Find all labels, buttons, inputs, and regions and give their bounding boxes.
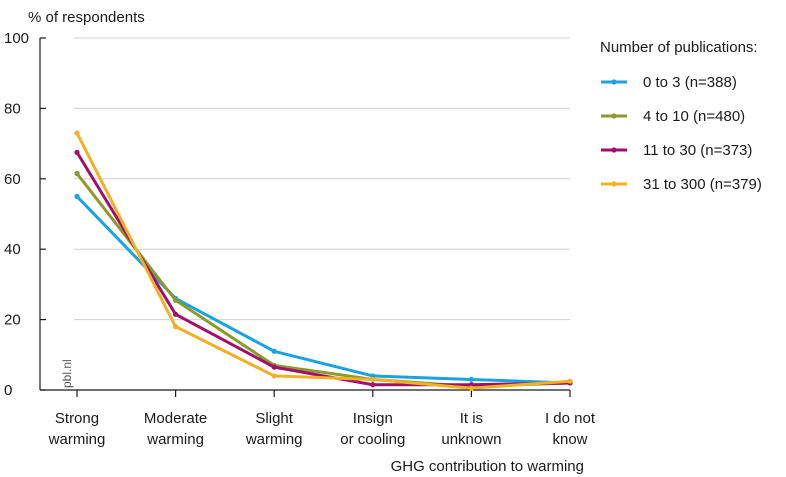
legend-entry-label: 4 to 10 (n=480) <box>643 108 745 125</box>
legend-marker <box>611 181 617 187</box>
legend-marker <box>611 113 617 119</box>
gridlines <box>74 37 570 321</box>
x-tick-label: Insign or cooling <box>340 410 405 448</box>
y-tick-label: 40 <box>4 241 21 258</box>
series-lines <box>74 130 573 391</box>
legend-marker <box>611 79 617 85</box>
data-point <box>74 149 80 155</box>
legend: Number of publications: 0 to 3 (n=388) 4 t… <box>600 39 762 193</box>
legend-entry-label: 31 to 300 (n=379) <box>643 176 762 193</box>
data-point <box>74 193 80 199</box>
axes: 0 20 40 60 80 100 Strong warming Moderate warming… <box>4 30 596 448</box>
y-axis-title: % of respondents <box>28 9 145 26</box>
x-tick-label: It is unknown <box>441 410 501 448</box>
data-point <box>271 348 277 354</box>
x-axis-title: GHG contribution to warming <box>391 458 584 475</box>
watermark-text: pbl.nl <box>60 359 74 388</box>
series-line-4 <box>75 131 572 390</box>
data-point <box>468 376 474 383</box>
y-tick-label: 0 <box>4 382 12 399</box>
data-point <box>271 373 277 379</box>
legend-entry-label: 0 to 3 (n=388) <box>643 74 737 91</box>
data-point <box>468 385 474 391</box>
y-tick-label: 100 <box>4 30 29 47</box>
data-point <box>370 382 376 388</box>
x-tick-label: Strong warming <box>48 410 106 448</box>
x-tick-label: Slight warming <box>245 410 303 448</box>
x-tick-label: Moderate warming <box>144 410 207 448</box>
data-point <box>173 311 179 317</box>
series-line-1 <box>75 194 572 385</box>
data-point <box>271 364 277 370</box>
data-point <box>370 376 376 383</box>
legend-title: Number of publications: <box>600 39 758 56</box>
legend-entry-label: 11 to 30 (n=373) <box>643 142 752 159</box>
y-tick-label: 20 <box>4 312 21 329</box>
data-point <box>173 297 179 303</box>
y-tick-label: 80 <box>4 100 21 117</box>
y-tick-label: 60 <box>4 171 21 188</box>
data-point <box>567 378 573 384</box>
data-point <box>74 170 80 177</box>
x-tick-label: I do not know <box>545 410 596 448</box>
data-point <box>173 324 179 330</box>
data-point <box>74 130 80 136</box>
series-line-3 <box>75 150 572 387</box>
legend-marker <box>611 147 617 153</box>
